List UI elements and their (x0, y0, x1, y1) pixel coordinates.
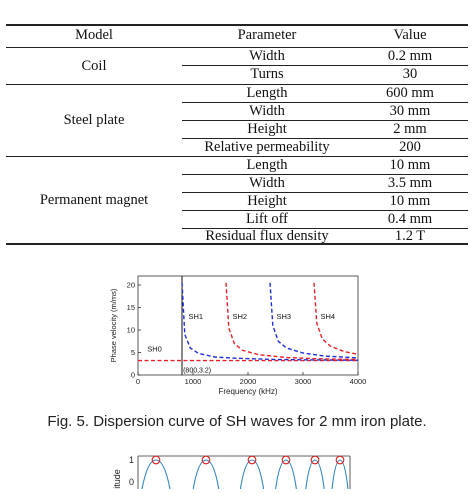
x-tick-label: 4000 (350, 377, 367, 386)
model-permanent-magnet: Permanent magnet (39, 192, 149, 208)
table-bottom-rule (6, 243, 468, 245)
amplitude-curve (239, 459, 265, 490)
y-tick-label: 20 (127, 281, 135, 290)
table-cell: 0.4 mm (387, 211, 433, 227)
table-cell: 10 mm (389, 157, 431, 173)
x-axis-label: Frequency (kHz) (218, 387, 277, 396)
y-tick-label: 0 (131, 371, 135, 380)
x-tick-label: 1000 (185, 377, 202, 386)
model-steel-plate: Steel plate (63, 112, 125, 128)
header-value: Value (393, 27, 427, 43)
figure-caption: Fig. 5. Dispersion curve of SH waves for… (47, 413, 427, 430)
y-tick-label: 5 (131, 348, 135, 357)
header-rule (6, 47, 468, 48)
y-tick-label: 0 (129, 477, 134, 487)
x-tick-label: 2000 (240, 377, 257, 386)
amplitude-curve (192, 459, 220, 490)
amplitude-curve (331, 459, 349, 490)
series-line-sh2 (225, 282, 359, 361)
row-rule (182, 138, 468, 139)
table-cell: Length (246, 85, 288, 101)
table-cell: 30 mm (389, 103, 431, 119)
x-tick-label: 3000 (295, 377, 312, 386)
table-cell: 10 mm (389, 193, 431, 209)
series-label-sh1: SH1 (188, 312, 203, 321)
amplitude-curve (141, 459, 171, 490)
table-cell: Lift off (245, 211, 288, 227)
y-tick-label: 1 (129, 455, 134, 465)
row-rule (182, 228, 468, 229)
series-line-sh4 (313, 282, 359, 355)
table-cell: 30 (402, 66, 418, 82)
table-cell: 3.5 mm (387, 175, 433, 191)
y-axis-label: litude (112, 469, 122, 489)
series-label-sh0: SH0 (147, 345, 162, 354)
table-cell: 0.2 mm (387, 48, 433, 64)
table-cell: 1.2 T (394, 228, 426, 244)
table-cell: Height (247, 121, 287, 137)
table-cell: Length (246, 157, 288, 173)
y-axis-label: Phase velocity (m/ms) (109, 288, 118, 362)
peak-marker (247, 455, 257, 465)
model-coil: Coil (81, 58, 107, 74)
amplitude-curve (275, 459, 297, 490)
table-cell: Turns (250, 66, 284, 82)
table-cell: Width (249, 103, 285, 119)
table-cell: Width (249, 48, 285, 64)
table-cell: Residual flux density (205, 228, 329, 244)
x-tick-label: 0 (136, 377, 140, 386)
table-cell: Height (247, 193, 287, 209)
row-rule (182, 210, 468, 211)
row-rule (182, 174, 468, 175)
row-rule (182, 65, 468, 66)
row-rule (182, 102, 468, 103)
series-label-sh2: SH2 (232, 312, 247, 321)
table-cell: 600 mm (386, 85, 434, 101)
row-rule (182, 192, 468, 193)
table-top-rule (6, 24, 468, 26)
table-cell: Width (249, 175, 285, 191)
peak-marker (335, 455, 345, 465)
amplitude-figure-partial: 1 0 litude (110, 452, 370, 491)
annotation-cutoff: (800,3.2) (183, 367, 211, 374)
peak-marker (281, 455, 291, 465)
table-cell: 200 (399, 139, 421, 155)
y-tick-label: 10 (127, 326, 135, 335)
peak-marker (151, 455, 161, 465)
table-cell: Relative permeability (204, 139, 330, 155)
y-tick-label: 15 (127, 303, 135, 312)
chart-svg: 0 1000 2000 3000 4000 0 5 10 15 20 SH0 SH1 SH2 SH3 SH4… (109, 275, 367, 396)
header-parameter: Parameter (237, 27, 297, 43)
series-label-sh4: SH4 (320, 312, 335, 321)
group-rule (6, 156, 468, 157)
peak-marker (201, 455, 211, 465)
series-label-sh3: SH3 (276, 312, 291, 321)
peak-marker (310, 455, 320, 465)
header-model: Model (75, 27, 113, 43)
amplitude-svg: 1 0 litude (112, 455, 351, 491)
series-line-sh3 (269, 282, 359, 359)
table-cell: 2 mm (393, 121, 427, 137)
row-rule (182, 120, 468, 121)
series-line-sh1 (181, 282, 359, 361)
amplitude-curve (305, 459, 325, 490)
group-rule (6, 84, 468, 85)
dispersion-chart: 0 1000 2000 3000 4000 0 5 10 15 20 SH0 SH1 SH2 SH3 SH4… (108, 272, 368, 398)
